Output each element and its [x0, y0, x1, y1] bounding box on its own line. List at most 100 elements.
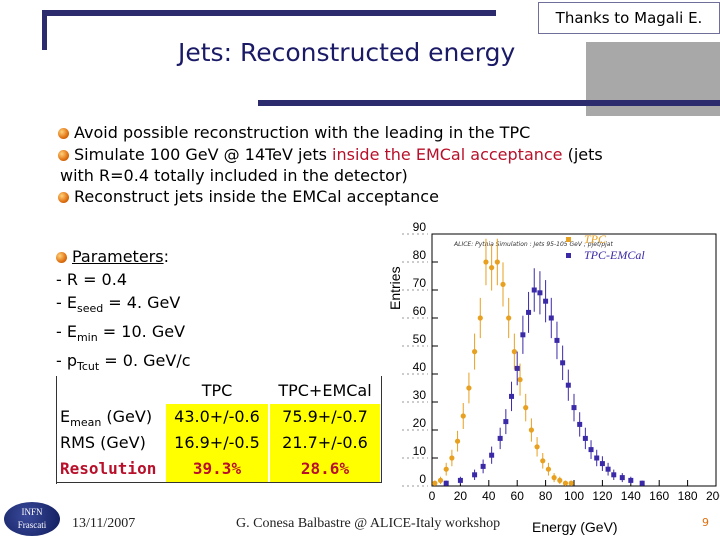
tpc-point — [466, 385, 472, 391]
emcal-point — [509, 393, 515, 399]
emcal-point — [531, 287, 537, 293]
param-eseed: - Eseed = 4. GeV — [56, 293, 181, 316]
x-tick-label: 40 — [482, 489, 496, 503]
page-title: Jets: Reconstructed energy — [178, 38, 516, 67]
tpc-point — [460, 413, 466, 419]
table-row-rms: RMS (GeV) 16.9+/-0.5 21.7+/-0.6 — [56, 430, 384, 456]
chart-xlabel: Energy (GeV) — [532, 519, 618, 535]
emcal-point — [520, 332, 526, 338]
y-tick-label: 10 — [413, 444, 427, 458]
emcal-point — [639, 480, 645, 486]
bullet-avoid: Avoid possible reconstruction with the l… — [58, 122, 530, 143]
emcal-point — [537, 290, 543, 296]
header-bar-left — [42, 10, 47, 50]
chart-header: ALICE: Pythia Simulation : Jets 95-105 G… — [453, 241, 613, 248]
y-tick-label: 50 — [413, 332, 427, 346]
tpc-point — [568, 480, 574, 486]
emcal-point — [457, 477, 463, 483]
emcal-point — [594, 455, 600, 461]
tpc-point — [489, 265, 495, 271]
infn-logo: INFN Frascati — [4, 502, 60, 536]
emcal-point — [543, 298, 549, 304]
emcal-point — [560, 360, 566, 366]
emcal-point — [628, 477, 634, 483]
bullet-reconstruct: Reconstruct jets inside the EMCal accept… — [58, 186, 439, 207]
y-tick-label: 0 — [419, 472, 426, 486]
tpc-point — [437, 477, 444, 483]
y-tick-label: 20 — [413, 416, 427, 430]
tpc-point — [517, 377, 523, 383]
legend-label-tpc: TPC — [584, 232, 607, 246]
x-tick-label: 140 — [621, 489, 641, 503]
parameters-heading: Parameters — [72, 247, 164, 266]
parameters-block: Parameters: - R = 0.4 - Eseed = 4. GeV -… — [56, 245, 191, 379]
y-tick-label: 40 — [413, 360, 427, 374]
header-bar-top — [42, 10, 496, 16]
results-table: TPC TPC+EMCal Emean (GeV) 43.0+/-0.6 75.… — [56, 374, 384, 484]
param-ptcut: - pTcut = 0. GeV/c — [56, 351, 191, 374]
bullet-simulate-continued: with R=0.4 totally included in the detec… — [60, 166, 408, 185]
tpc-point — [494, 259, 500, 265]
tpc-point — [528, 427, 534, 433]
legend-label-emcal: TPC-EMCal — [584, 248, 645, 262]
emcal-point — [577, 421, 583, 427]
energy-histogram-chart: ALICE: Pythia Simulation : Jets 95-105 G… — [387, 220, 720, 535]
tpc-point — [454, 438, 461, 444]
y-tick-label: 80 — [413, 248, 427, 262]
y-tick-label: 30 — [413, 388, 427, 402]
param-r: - R = 0.4 — [56, 270, 127, 289]
tpc-point — [443, 466, 449, 472]
tpc-point — [472, 349, 478, 355]
bullet-icon — [58, 128, 69, 139]
x-tick-label: 80 — [539, 489, 553, 503]
tpc-point — [477, 315, 483, 321]
tpc-point — [534, 444, 540, 450]
emcal-point — [619, 475, 625, 481]
emcal-point — [526, 309, 532, 315]
x-tick-label: 200 — [706, 489, 720, 503]
bullet-icon — [58, 150, 69, 161]
table-header-row: TPC TPC+EMCal — [201, 381, 372, 400]
x-tick-label: 100 — [564, 489, 584, 503]
emcal-point — [503, 419, 509, 425]
x-tick-label: 120 — [592, 489, 612, 503]
table-row-resolution: Resolution 39.3% 28.6% — [56, 456, 384, 482]
y-tick-label: 60 — [413, 304, 427, 318]
bullet-icon — [56, 252, 67, 263]
tpc-point — [545, 466, 552, 472]
bullet-icon — [58, 192, 69, 203]
tpc-point — [500, 281, 506, 287]
header-bar-bottom — [258, 100, 720, 106]
tpc-point — [523, 405, 529, 411]
tpc-point — [449, 455, 455, 461]
chart-ylabel: Entries — [387, 266, 403, 310]
x-tick-label: 60 — [511, 489, 525, 503]
tpc-point — [562, 480, 569, 486]
emcal-point — [480, 463, 486, 469]
emcal-point — [497, 435, 503, 441]
x-tick-label: 160 — [649, 489, 669, 503]
tpc-point — [511, 349, 517, 355]
emcal-point — [548, 315, 554, 321]
emcal-point — [571, 405, 577, 411]
footer-author: G. Conesa Balbastre @ ALICE-Italy worksh… — [236, 516, 501, 531]
x-tick-label: 0 — [429, 489, 436, 503]
page-number: 9 — [702, 516, 709, 529]
emcal-point — [554, 337, 560, 343]
x-tick-label: 180 — [678, 489, 698, 503]
emcal-point — [582, 435, 588, 441]
x-tick-label: 20 — [454, 489, 468, 503]
legend-marker-tpc — [566, 237, 571, 242]
emcal-point — [472, 472, 478, 478]
tpc-point — [432, 480, 438, 486]
tpc-point — [551, 475, 557, 481]
tpc-point — [483, 259, 489, 265]
legend-marker-emcal — [566, 253, 571, 258]
table-row-mean: Emean (GeV) 43.0+/-0.6 75.9+/-0.7 — [56, 404, 384, 430]
emcal-point — [588, 447, 594, 453]
param-emin: - Emin = 10. GeV — [56, 322, 186, 345]
footer-date: 13/11/2007 — [72, 516, 136, 531]
emcal-point — [443, 480, 449, 486]
emcal-point — [514, 365, 520, 371]
emcal-point — [489, 452, 495, 458]
